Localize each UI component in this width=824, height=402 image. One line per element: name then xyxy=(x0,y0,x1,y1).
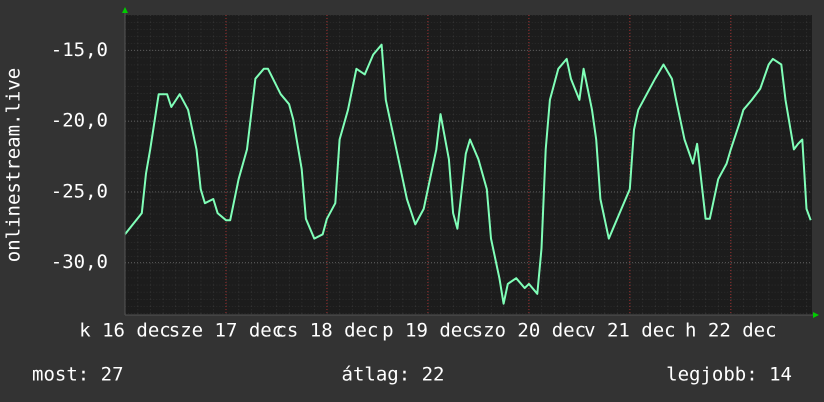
y-tick-label: -30,0 xyxy=(51,251,108,273)
x-tick-label: h 22 dec xyxy=(685,320,777,342)
x-tick-label: k 16 dec xyxy=(79,320,171,342)
y-tick-label: -20,0 xyxy=(51,110,108,132)
minor-grid xyxy=(125,15,812,315)
x-tick-label: p 19 dec xyxy=(382,320,474,342)
stat: legjobb: 14 xyxy=(666,364,792,386)
line xyxy=(124,43,812,305)
y-axis-label: onlinestream.live xyxy=(3,68,25,262)
stat: átlag: 22 xyxy=(342,364,445,386)
axis-arrow xyxy=(122,7,128,13)
x-tick-label: v 21 dec xyxy=(584,320,676,342)
stat: most: 27 xyxy=(32,364,124,386)
x-tick-label: szo 20 dec xyxy=(472,320,586,342)
x-tick-label: cs 18 dec xyxy=(275,320,378,342)
y-tick-label: -25,0 xyxy=(51,180,108,202)
axis-arrow xyxy=(813,312,819,318)
y-tick-label: -15,0 xyxy=(51,39,108,61)
x-tick-label: sze 17 dec xyxy=(169,320,283,342)
